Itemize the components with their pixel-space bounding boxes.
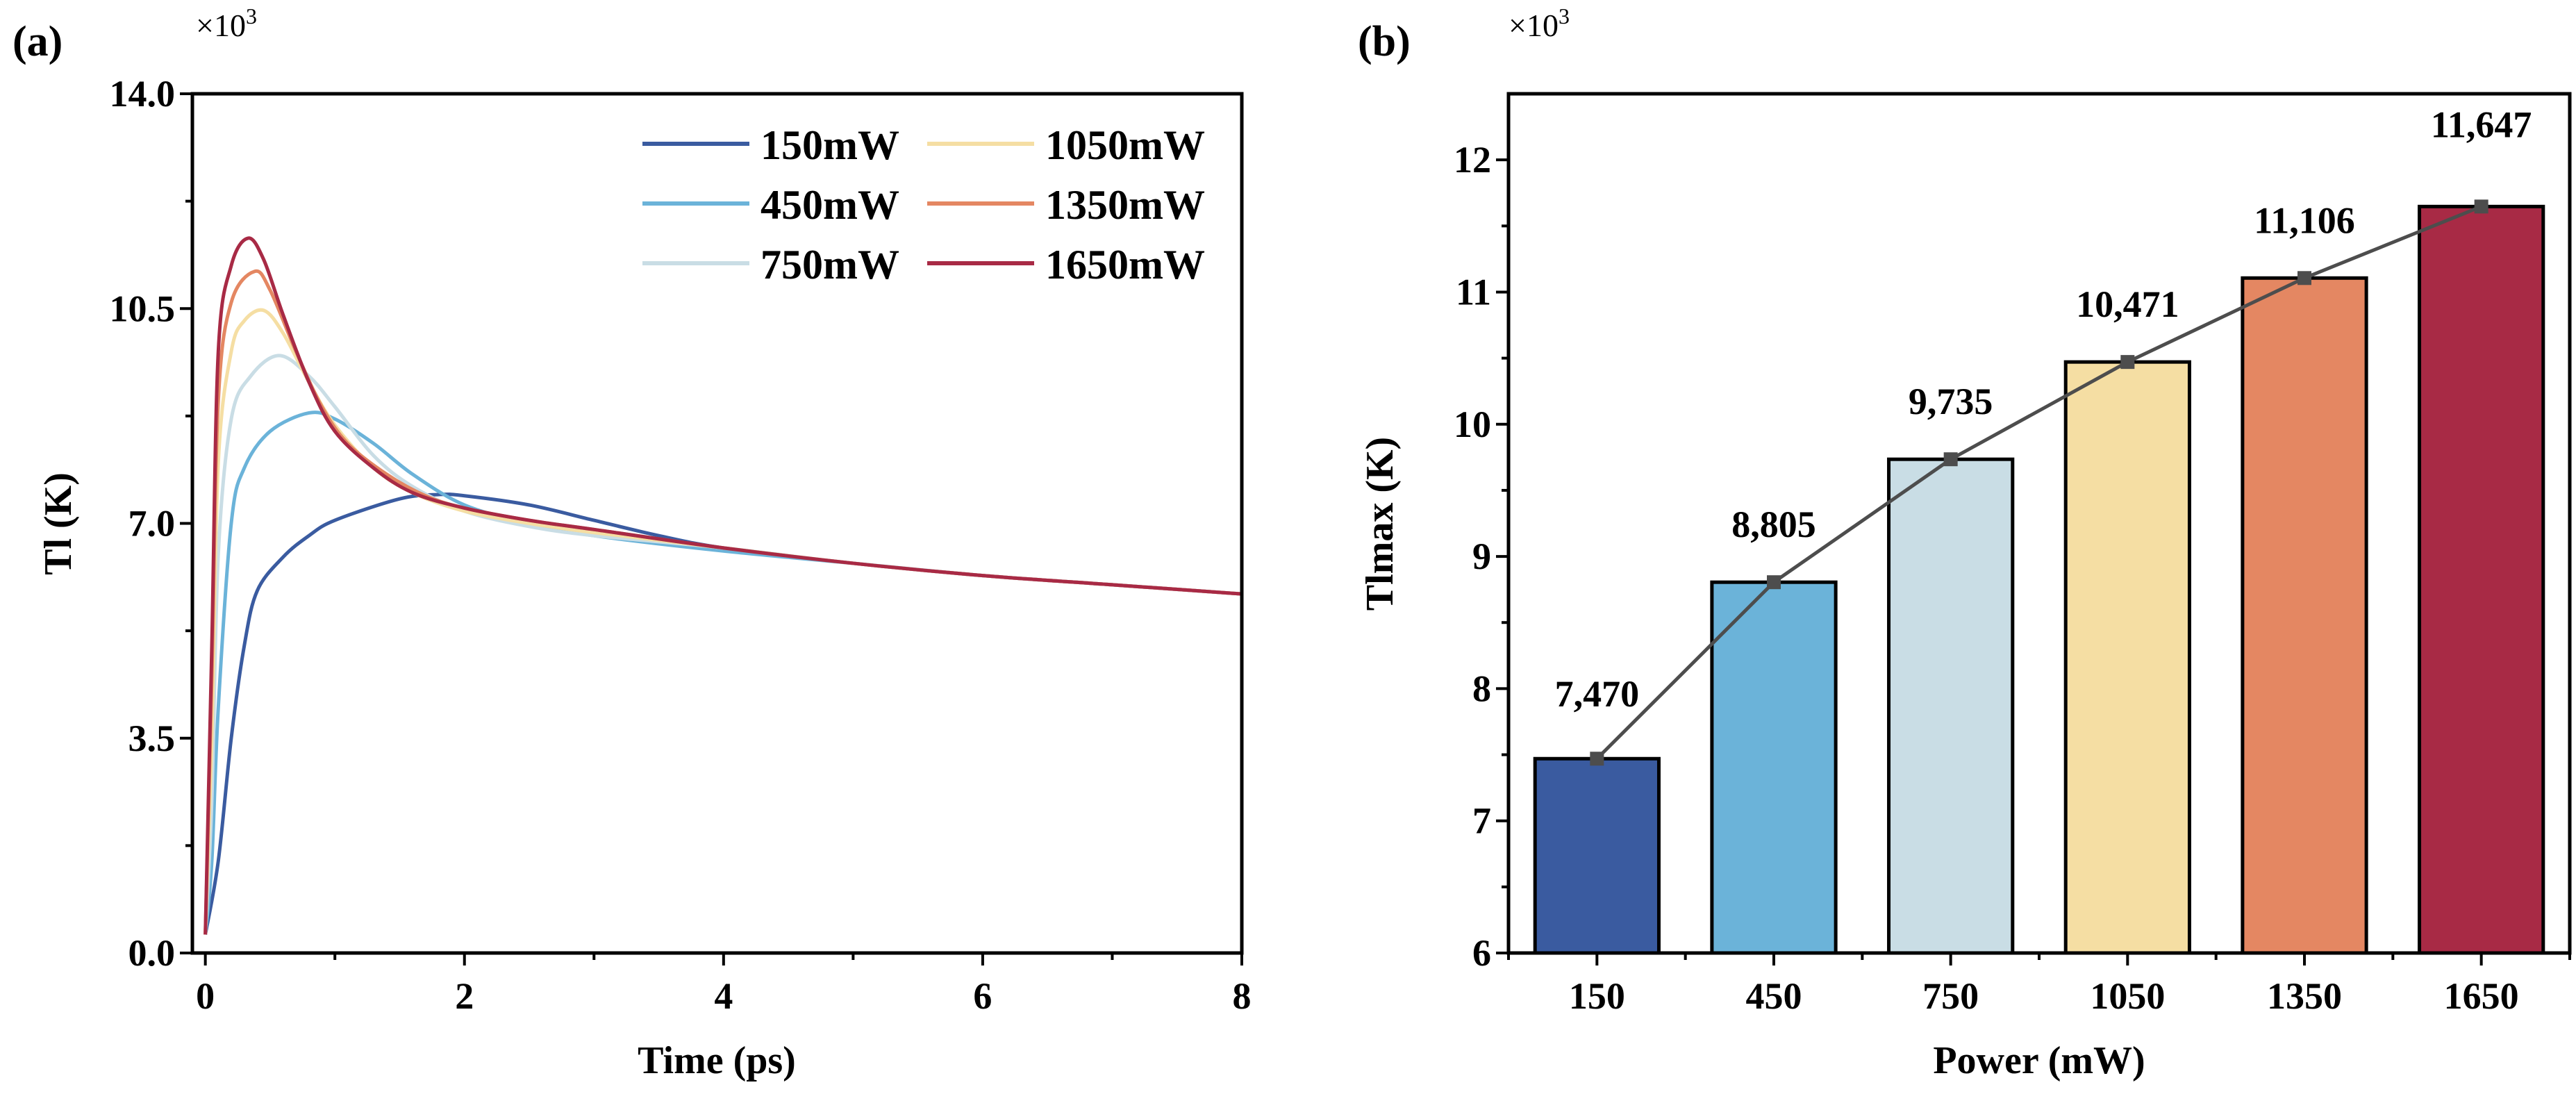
bar-750 bbox=[1887, 457, 2015, 955]
series-line-1350mW bbox=[203, 269, 1243, 935]
panel-a-plot-frame bbox=[190, 92, 1244, 955]
y-tick-label: 10 bbox=[1454, 404, 1491, 445]
x-axis-title: Time (ps) bbox=[638, 1039, 796, 1082]
x-tick-label: 6 bbox=[973, 975, 992, 1017]
legend-label-1350mW: 1350mW bbox=[1045, 182, 1205, 228]
data-label: 8,805 bbox=[1731, 504, 1816, 545]
series-line-450mW bbox=[203, 411, 1243, 935]
panel-b-plot-frame bbox=[1506, 92, 2572, 955]
y-tick-label: 10.5 bbox=[110, 288, 176, 329]
panel-b-bar-chart: (b) ×103 7,470 8,805 9,735 10,471 11,106 11,6… bbox=[1358, 3, 2572, 1082]
bar-1350 bbox=[2241, 276, 2368, 955]
y-axis-title: Tlmax (K) bbox=[1358, 437, 1402, 611]
data-label: 9,735 bbox=[1909, 381, 1993, 422]
y-tick-label: 0.0 bbox=[128, 932, 176, 974]
trend-marker bbox=[2297, 271, 2311, 285]
bar-1650 bbox=[2418, 204, 2545, 955]
trend-marker bbox=[1943, 452, 1958, 467]
x-tick-label: 450 bbox=[1746, 975, 1802, 1017]
multiplier-base: ×10 bbox=[1509, 8, 1559, 43]
trend-marker bbox=[2474, 199, 2488, 214]
panel-a-line-chart: (a) ×103 0 2 4 6 8 0.0 3.5 7.0 10.5 14.0 150mW 450… bbox=[13, 3, 1252, 1082]
trend-line bbox=[1595, 205, 2482, 761]
y-tick-label: 11 bbox=[1456, 271, 1491, 313]
panel-a-y-multiplier: ×103 bbox=[196, 3, 257, 43]
legend-label-150mW: 150mW bbox=[761, 122, 899, 168]
trend-marker bbox=[1590, 752, 1604, 766]
series-line-150mW bbox=[203, 492, 1243, 935]
legend: 150mW 450mW 750mW 1050mW 1350mW 1650mW bbox=[642, 122, 1205, 288]
data-label: 10,471 bbox=[2076, 283, 2179, 325]
bar-150 bbox=[1533, 756, 1661, 955]
y-tick-label: 8 bbox=[1472, 668, 1491, 709]
x-tick-label: 1050 bbox=[2090, 975, 2165, 1017]
data-label: 11,647 bbox=[2431, 103, 2532, 145]
x-tick-label: 0 bbox=[196, 975, 215, 1017]
panel-a-label: (a) bbox=[13, 18, 63, 65]
bar-450 bbox=[1710, 580, 1838, 955]
data-label: 11,106 bbox=[2254, 199, 2355, 241]
x-tick-label: 1350 bbox=[2267, 975, 2342, 1017]
x-axis-title: Power (mW) bbox=[1933, 1039, 2145, 1082]
y-axis-title: Tl (K) bbox=[37, 472, 80, 575]
y-tick-label: 7 bbox=[1472, 800, 1491, 842]
trend-marker bbox=[2120, 355, 2135, 370]
legend-label-1050mW: 1050mW bbox=[1045, 122, 1205, 168]
trend-marker bbox=[1767, 575, 1781, 590]
y-tick-label: 3.5 bbox=[128, 718, 176, 759]
multiplier-exp: 3 bbox=[246, 3, 257, 28]
series-line-1050mW bbox=[203, 308, 1243, 935]
panel-b-y-multiplier: ×103 bbox=[1509, 3, 1570, 43]
panel-b-label: (b) bbox=[1358, 18, 1411, 65]
y-tick-label: 7.0 bbox=[128, 503, 176, 545]
x-tick-label: 4 bbox=[714, 975, 733, 1017]
legend-label-450mW: 450mW bbox=[761, 182, 899, 228]
x-tick-label: 150 bbox=[1569, 975, 1625, 1017]
legend-label-750mW: 750mW bbox=[761, 242, 899, 288]
y-tick-label: 6 bbox=[1472, 932, 1491, 974]
series-line-1650mW bbox=[203, 236, 1243, 935]
x-tick-label: 1650 bbox=[2444, 975, 2519, 1017]
y-tick-label: 14.0 bbox=[110, 73, 176, 115]
multiplier-exp: 3 bbox=[1559, 3, 1570, 28]
y-tick-label: 9 bbox=[1472, 536, 1491, 577]
multiplier-base: ×10 bbox=[196, 8, 246, 43]
bar-1050 bbox=[2063, 360, 2191, 955]
x-tick-label: 2 bbox=[455, 975, 474, 1017]
series-line-750mW bbox=[203, 354, 1243, 935]
y-tick-label: 12 bbox=[1454, 139, 1491, 181]
x-tick-label: 750 bbox=[1922, 975, 1979, 1017]
legend-label-1650mW: 1650mW bbox=[1045, 242, 1205, 288]
data-label: 7,470 bbox=[1555, 673, 1640, 715]
x-tick-label: 8 bbox=[1233, 975, 1252, 1017]
